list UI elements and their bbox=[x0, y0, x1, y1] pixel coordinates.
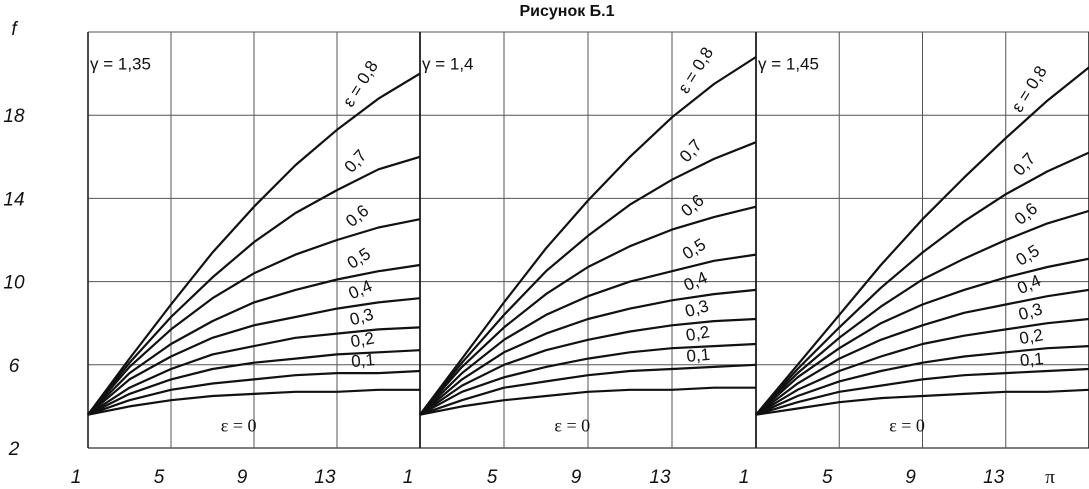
series-label: 0,3 bbox=[348, 305, 376, 330]
series-line bbox=[755, 388, 1089, 416]
series-line bbox=[419, 253, 757, 416]
series-label: 0,4 bbox=[681, 268, 710, 295]
curve-layer bbox=[87, 56, 1089, 416]
x-tick-label: 5 bbox=[154, 467, 165, 488]
series-label: 0,5 bbox=[679, 235, 709, 264]
series-line bbox=[419, 141, 757, 416]
series-label: 0,7 bbox=[676, 136, 706, 166]
x-axis-label: π bbox=[1045, 467, 1055, 488]
y-axis-label: f bbox=[11, 19, 18, 40]
series-line bbox=[87, 218, 421, 416]
series-line bbox=[87, 349, 421, 416]
x-tick-label: 5 bbox=[487, 467, 498, 488]
series-line bbox=[755, 257, 1089, 416]
y-tick-label: 18 bbox=[3, 106, 25, 127]
x-tick-label: 1 bbox=[403, 467, 414, 488]
x-tick-label: 1 bbox=[739, 467, 750, 488]
series-line bbox=[755, 345, 1089, 416]
series-line bbox=[419, 56, 757, 416]
y-tick-label: 6 bbox=[9, 356, 20, 377]
epsilon-zero-label: ε = 0 bbox=[889, 415, 925, 435]
series-line bbox=[419, 363, 757, 416]
y-tick-label: 2 bbox=[8, 439, 20, 460]
chart-title: Рисунок Б.1 bbox=[519, 3, 614, 20]
x-tick-label: 9 bbox=[905, 467, 916, 488]
series-line bbox=[755, 209, 1089, 416]
series-line bbox=[87, 263, 421, 416]
x-tick-label: 9 bbox=[237, 467, 248, 488]
epsilon-zero-label: ε = 0 bbox=[221, 415, 257, 435]
x-tick-label: 1 bbox=[71, 467, 82, 488]
series-line bbox=[419, 342, 757, 416]
series-line bbox=[87, 388, 420, 416]
series-label: 0,2 bbox=[349, 328, 376, 351]
series-label: 0,7 bbox=[341, 146, 371, 176]
series-label: 0,2 bbox=[1018, 325, 1045, 348]
series-label: 0,5 bbox=[1013, 241, 1043, 270]
series-label: ε = 0,8 bbox=[674, 44, 717, 97]
grid-lines bbox=[87, 31, 1089, 449]
series-label: 0,1 bbox=[686, 345, 711, 366]
y-tick-label: 14 bbox=[3, 189, 24, 210]
series-line bbox=[419, 288, 757, 416]
x-tick-label: 13 bbox=[649, 467, 671, 488]
series-label: 0,7 bbox=[1009, 149, 1039, 179]
series-label: 0,1 bbox=[1019, 349, 1044, 370]
series-line bbox=[87, 369, 421, 416]
epsilon-zero-label: ε = 0 bbox=[554, 415, 590, 435]
series-label: ε = 0,8 bbox=[339, 57, 382, 110]
series-label: 0,3 bbox=[683, 296, 711, 321]
series-line bbox=[755, 288, 1089, 416]
series-line bbox=[419, 317, 757, 416]
series-label: 0,6 bbox=[342, 201, 372, 231]
series-line bbox=[87, 297, 421, 416]
series-line bbox=[419, 386, 756, 416]
label-layer: 18 14 10 6 2 1 5 9 13 1 5 9 13 1 5 9 13 γ = 1,35 ε = 0 ε = … bbox=[3, 44, 1050, 488]
series-label: 0,4 bbox=[346, 276, 375, 303]
series-label: 0,6 bbox=[1011, 199, 1041, 229]
gamma-label: γ = 1,4 bbox=[422, 54, 474, 73]
series-line bbox=[755, 151, 1089, 416]
gamma-label: γ = 1,35 bbox=[90, 54, 151, 73]
series-line bbox=[87, 326, 421, 416]
series-label: 0,6 bbox=[677, 191, 707, 221]
x-tick-label: 5 bbox=[822, 467, 833, 488]
x-tick-label: 13 bbox=[314, 467, 336, 488]
series-label: ε = 0,8 bbox=[1008, 63, 1051, 116]
series-line bbox=[755, 367, 1089, 416]
series-line bbox=[755, 317, 1089, 416]
series-line bbox=[87, 155, 421, 416]
gamma-label: γ = 1,45 bbox=[758, 54, 819, 73]
series-line bbox=[87, 72, 421, 416]
x-tick-label: 13 bbox=[983, 467, 1005, 488]
series-label: 0,5 bbox=[344, 244, 374, 273]
y-tick-label: 10 bbox=[3, 273, 25, 294]
series-line bbox=[755, 66, 1089, 416]
series-line bbox=[419, 205, 757, 416]
series-label: 0,2 bbox=[684, 322, 711, 345]
x-tick-label: 9 bbox=[571, 467, 582, 488]
series-label: 0,3 bbox=[1016, 299, 1044, 324]
series-label: 0,1 bbox=[350, 350, 375, 371]
